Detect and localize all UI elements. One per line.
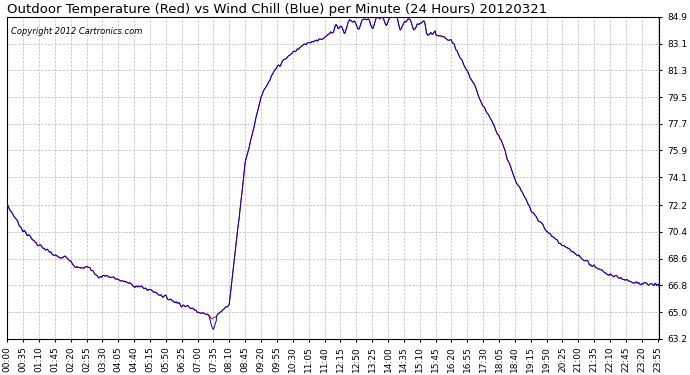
Text: Copyright 2012 Cartronics.com: Copyright 2012 Cartronics.com <box>10 27 142 36</box>
Text: Outdoor Temperature (Red) vs Wind Chill (Blue) per Minute (24 Hours) 20120321: Outdoor Temperature (Red) vs Wind Chill … <box>8 3 548 16</box>
